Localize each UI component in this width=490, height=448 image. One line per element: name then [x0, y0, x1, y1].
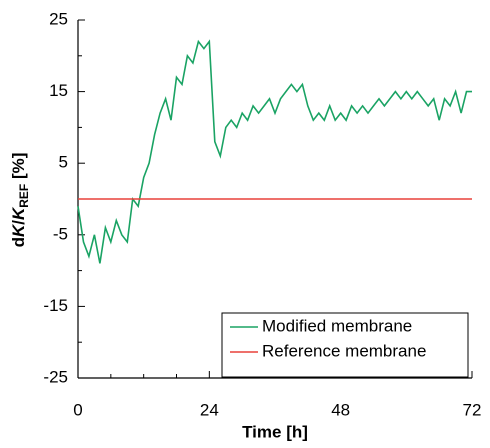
y-axis-label: dK/KREF [%]	[9, 153, 31, 248]
y-label-part: K	[9, 223, 28, 237]
y-tick-label: 5	[59, 153, 68, 172]
y-tick-label: -25	[43, 367, 68, 386]
y-label-part: REF	[17, 184, 31, 208]
x-tick-label: 72	[463, 400, 482, 419]
y-tick-label: 15	[49, 81, 68, 100]
y-label-part: K	[9, 206, 28, 220]
x-tick-label: 0	[73, 400, 82, 419]
y-tick-label: -5	[53, 224, 68, 243]
x-tick-label: 24	[200, 400, 219, 419]
x-tick-label: 48	[331, 400, 350, 419]
y-tick-label: 25	[49, 9, 68, 28]
y-tick-label: -15	[43, 296, 68, 315]
legend-box	[221, 312, 469, 378]
data-line	[77, 39, 472, 264]
y-label-part: [%]	[9, 153, 28, 184]
x-axis-label: Time [h]	[242, 422, 308, 441]
legend-label: Reference membrane	[262, 341, 426, 360]
y-label-part: d	[9, 237, 28, 247]
legend-label: Modified membrane	[262, 316, 412, 335]
y-label-part: /	[9, 220, 28, 225]
